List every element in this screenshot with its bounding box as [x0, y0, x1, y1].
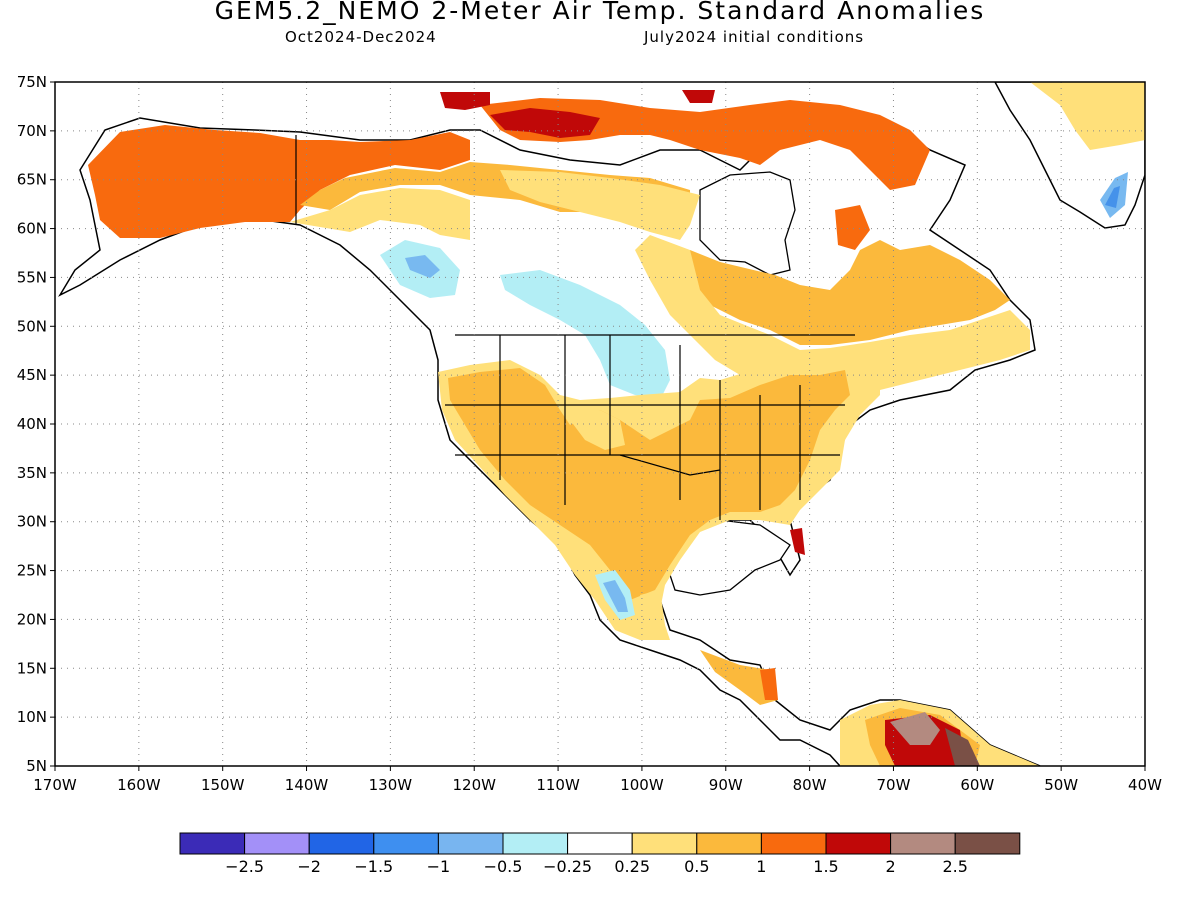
legend-label: −0.5 — [484, 857, 523, 876]
lat-tick-label: 30N — [17, 513, 47, 531]
lon-tick-label: 40W — [1128, 776, 1162, 794]
us-anomaly-1 — [448, 368, 850, 600]
sa-anomaly-3 — [945, 728, 980, 766]
lat-tick-label: 15N — [17, 659, 47, 677]
initial-conditions: July2024 initial conditions — [644, 28, 865, 46]
legend-swatch — [502, 832, 569, 855]
greenland-warm — [1030, 82, 1145, 150]
forecast-period: Oct2024-Dec2024 — [285, 28, 437, 46]
lon-tick-label: 70W — [877, 776, 911, 794]
lat-tick-label: 10N — [17, 708, 47, 726]
sa-anomaly-2p5 — [890, 712, 940, 745]
arctic-anomaly-2c — [682, 90, 715, 103]
legend-label: 1 — [756, 857, 766, 876]
lat-tick-label: 65N — [17, 171, 47, 189]
legend-label: −2.5 — [225, 857, 264, 876]
mexico-cool-1 — [603, 580, 628, 612]
florida-anomaly-2 — [790, 528, 805, 555]
legend-label: 1.5 — [813, 857, 838, 876]
political-boundaries — [295, 135, 855, 520]
legend-swatch — [373, 832, 439, 855]
legend-colorbar: −2.5 −2 −1.5 −1 −0.5 −0.25 0.25 0.5 1 1.5 2 2.5 — [179, 832, 1021, 876]
lon-tick-label: 110W — [536, 776, 580, 794]
central-america-1 — [700, 650, 778, 705]
bc-cool-1 — [405, 255, 440, 278]
north-canada-05 — [500, 170, 700, 240]
greenland-cool-core — [1105, 186, 1120, 208]
us-anomaly-05-hole — [570, 410, 625, 450]
lat-tick-label: 20N — [17, 610, 47, 628]
lon-tick-label: 170W — [33, 776, 77, 794]
central-america-1p5 — [760, 668, 778, 700]
longitude-axis: 170W 160W 150W 140W 130W 120W 110W 100W 90W 80W 70… — [33, 766, 1162, 794]
legend-label: −2 — [297, 857, 321, 876]
canada-anomaly-05 — [290, 188, 470, 240]
hudson-bay — [699, 171, 796, 276]
gridlines — [55, 82, 1145, 766]
legend-swatch — [890, 832, 956, 855]
legend-label: −0.25 — [543, 857, 592, 876]
lon-tick-label: 80W — [793, 776, 827, 794]
lat-tick-label: 35N — [17, 464, 47, 482]
alaska-anomaly-1p5 — [88, 125, 470, 238]
latitude-axis: 75N 70N 65N 60N 55N 50N 45N 40N 35N 30N 25N 20N 15N 1… — [17, 73, 55, 775]
lat-tick-label: 5N — [26, 757, 47, 775]
legend-label: −1 — [427, 857, 451, 876]
legend-swatch — [760, 832, 827, 855]
lon-tick-label: 160W — [117, 776, 161, 794]
lon-tick-label: 100W — [620, 776, 664, 794]
lat-tick-label: 50N — [17, 317, 47, 335]
legend-swatch — [954, 832, 1021, 855]
arctic-anomaly-2b — [440, 92, 490, 110]
lat-tick-label: 55N — [17, 268, 47, 286]
legend-swatch — [244, 832, 310, 855]
lon-tick-label: 140W — [285, 776, 329, 794]
east-canada-05 — [635, 235, 1030, 395]
lon-tick-label: 120W — [452, 776, 496, 794]
lat-tick-label: 75N — [17, 73, 47, 91]
legend-swatch — [825, 832, 892, 855]
lat-tick-label: 45N — [17, 366, 47, 384]
lat-tick-label: 60N — [17, 220, 47, 238]
legend-label: 0.5 — [684, 857, 709, 876]
legend-label: 0.25 — [614, 857, 650, 876]
lat-tick-label: 70N — [17, 122, 47, 140]
legend-swatch — [567, 832, 633, 855]
map-body — [55, 82, 1145, 766]
map-title: GEM5.2_NEMO 2-Meter Air Temp. Standard A… — [214, 0, 986, 25]
quebec-anomaly-1 — [685, 240, 1010, 345]
legend-swatch — [696, 832, 762, 855]
lon-tick-label: 50W — [1044, 776, 1078, 794]
legend-label: 2 — [886, 857, 896, 876]
mexico-warm-05 — [640, 590, 665, 630]
legend-swatch — [308, 832, 375, 855]
legend-swatch — [631, 832, 698, 855]
lon-tick-label: 150W — [201, 776, 245, 794]
legend-swatch — [179, 832, 246, 855]
lon-tick-label: 90W — [709, 776, 743, 794]
lon-tick-label: 130W — [369, 776, 413, 794]
labrador-anomaly-1p5 — [835, 205, 870, 250]
legend-swatch — [437, 832, 504, 855]
legend-label: 2.5 — [942, 857, 967, 876]
lon-tick-label: 60W — [960, 776, 994, 794]
lat-tick-label: 25N — [17, 562, 47, 580]
legend-label: −1.5 — [354, 857, 393, 876]
lat-tick-label: 40N — [17, 415, 47, 433]
